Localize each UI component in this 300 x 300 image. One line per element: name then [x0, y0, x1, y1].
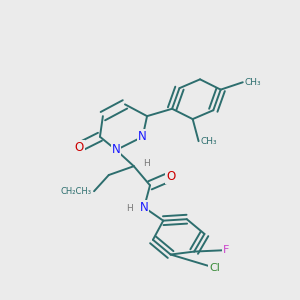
- Text: CH₃: CH₃: [244, 78, 261, 87]
- Text: O: O: [75, 141, 84, 154]
- Text: H: H: [126, 204, 133, 213]
- Text: H: H: [143, 159, 150, 168]
- Text: CH₃: CH₃: [200, 137, 217, 146]
- Text: N: N: [112, 143, 121, 157]
- Text: CH₂CH₃: CH₂CH₃: [60, 187, 91, 196]
- Text: Cl: Cl: [209, 263, 220, 273]
- Text: N: N: [140, 201, 148, 214]
- Text: O: O: [166, 170, 175, 183]
- Text: N: N: [138, 130, 147, 143]
- Text: F: F: [224, 245, 230, 255]
